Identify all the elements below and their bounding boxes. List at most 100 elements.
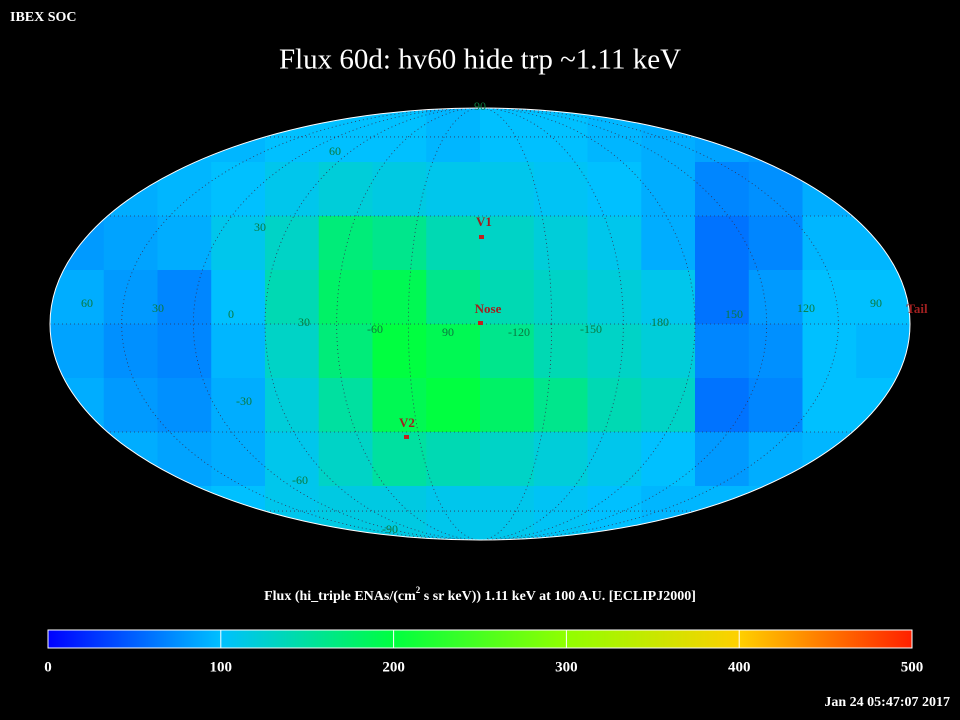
grid-label: 30 [254, 220, 266, 234]
marker-label: Tail [906, 301, 928, 316]
flux-cell [587, 270, 642, 325]
grid-label: 90 [442, 325, 454, 339]
flux-cell [426, 324, 481, 379]
colorbar-tick-label: 300 [555, 659, 578, 675]
flux-cell [372, 108, 427, 163]
flux-cell [372, 432, 427, 487]
flux-cell [748, 378, 803, 433]
colorbar-tick-label: 200 [382, 659, 405, 675]
flux-cell [587, 432, 642, 487]
flux-cell [265, 432, 320, 487]
flux-cell [748, 486, 803, 540]
flux-cell [157, 486, 212, 540]
flux-cell [480, 324, 535, 379]
flux-cell [587, 162, 642, 217]
flux-cell [533, 486, 588, 540]
flux-cell [103, 432, 158, 487]
flux-cell [103, 486, 158, 540]
flux-cell [641, 162, 696, 217]
flux-cell [157, 162, 212, 217]
flux-cells [50, 108, 910, 540]
flux-cell [856, 216, 910, 271]
flux-cell [211, 486, 266, 540]
flux-cell [802, 486, 857, 540]
flux-cell [695, 324, 750, 379]
flux-cell [695, 378, 750, 433]
flux-cell [372, 324, 427, 379]
flux-cell [641, 432, 696, 487]
flux-cell [211, 216, 266, 271]
flux-cell [157, 216, 212, 271]
grid-label: -120 [508, 325, 530, 339]
flux-cell [856, 486, 910, 540]
grid-label: -60 [292, 473, 308, 487]
flux-cell [426, 108, 481, 163]
flux-cell [265, 378, 320, 433]
flux-cell [695, 270, 750, 325]
colorbar-tick-label: 100 [210, 659, 233, 675]
flux-cell [480, 216, 535, 271]
flux-cell [802, 378, 857, 433]
flux-cell [103, 162, 158, 217]
grid-label: -60 [367, 322, 383, 336]
flux-cell [748, 108, 803, 163]
flux-cell [318, 378, 373, 433]
flux-cell [533, 324, 588, 379]
flux-cell [318, 270, 373, 325]
flux-cell [426, 378, 481, 433]
timestamp: Jan 24 05:47:07 2017 [824, 695, 950, 710]
grid-label: -90 [382, 522, 398, 536]
flux-cell [50, 216, 105, 271]
marker-label: V1 [476, 214, 492, 229]
flux-cell [426, 432, 481, 487]
marker-label: V2 [399, 415, 415, 430]
flux-cell [587, 324, 642, 379]
flux-cell [265, 162, 320, 217]
colorbar-title-part: s sr keV)) 1.11 keV at 100 A.U. [ECLIPJ2… [420, 589, 696, 604]
flux-cell [318, 324, 373, 379]
flux-cell [802, 324, 857, 379]
flux-cell [50, 270, 105, 325]
flux-cell [802, 432, 857, 487]
flux-cell [211, 270, 266, 325]
flux-cell [265, 270, 320, 325]
grid-label: 120 [797, 301, 815, 315]
grid-label: 90 [870, 296, 882, 310]
flux-cell [50, 432, 105, 487]
grid-label: 90 [474, 99, 486, 113]
flux-cell [157, 108, 212, 163]
grid-label: 30 [152, 301, 164, 315]
flux-cell [480, 486, 535, 540]
map-title: Flux 60d: hv60 hide trp ~1.11 keV [279, 44, 681, 76]
flux-cell [641, 216, 696, 271]
flux-cell [695, 486, 750, 540]
flux-cell [426, 162, 481, 217]
flux-cell [318, 432, 373, 487]
flux-cell [426, 486, 481, 540]
flux-cell [103, 270, 158, 325]
flux-cell [695, 108, 750, 163]
flux-cell [265, 216, 320, 271]
meridian [407, 108, 553, 540]
flux-cell [856, 378, 910, 433]
flux-cell [372, 162, 427, 217]
colorbar-tick-label: 400 [728, 659, 751, 675]
flux-cell [265, 108, 320, 163]
flux-cell [157, 432, 212, 487]
grid-label: 150 [725, 307, 743, 321]
colorbar-title-sup: 2 [416, 585, 421, 595]
flux-cell [748, 432, 803, 487]
flux-cell [50, 486, 105, 540]
flux-cell [641, 378, 696, 433]
flux-cell [587, 378, 642, 433]
marker-dot [404, 435, 409, 439]
flux-cell [211, 324, 266, 379]
flux-cell [211, 378, 266, 433]
grid-label: 60 [329, 144, 341, 158]
flux-cell [856, 108, 910, 163]
flux-cell [748, 216, 803, 271]
flux-cell [372, 378, 427, 433]
flux-cell [480, 432, 535, 487]
